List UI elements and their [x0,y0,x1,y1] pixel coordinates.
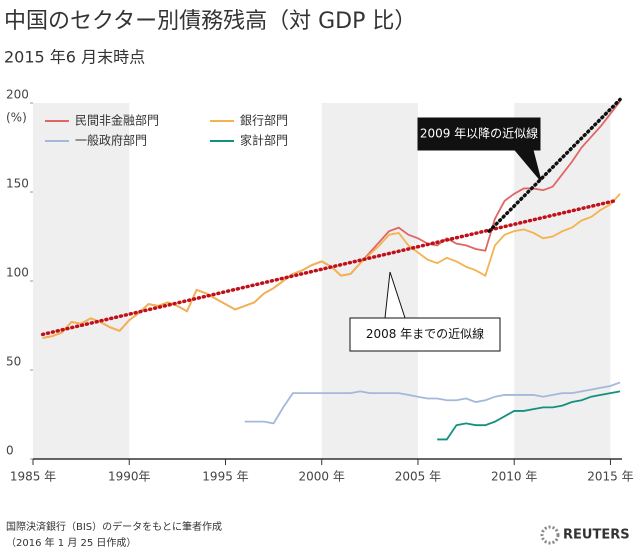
x-tick-label: 1990年 [108,470,151,484]
x-tick-label: 1995 年 [202,470,248,484]
x-tick-label: 2015 年 [587,470,633,484]
annotation-pointer [514,149,542,182]
x-tick-label: 1985 年 [10,470,56,484]
y-axis-label: (%) [6,111,27,125]
y-tick-label: 0 [6,444,14,458]
chart-title: 中国のセクター別債務残高（対 GDP 比） [4,9,416,34]
series-line [437,390,621,441]
legend-label: 一般政府部門 [75,133,147,148]
legend-label: 家計部門 [240,133,288,148]
y-tick-label: 50 [6,355,21,369]
note: （2016 年 1 月 25 日作成） [6,536,136,549]
legend-label: 民間非金融部門 [75,113,159,128]
annotation-text: 2009 年以降の近似線 [420,126,538,141]
legend-label: 銀行部門 [240,113,288,128]
trend-line [40,199,617,337]
annotation-text: 2008 年までの近似線 [366,326,484,341]
trend-line [487,97,622,233]
x-tick-label: 2000 年 [299,470,345,484]
y-tick-label: 200 [6,88,29,102]
x-tick-label: 2010 年 [491,470,537,484]
annotation-box [349,317,501,352]
shaded-band [33,103,130,459]
x-tick-label: 2005 年 [395,470,441,484]
logo: REUTERS [563,528,630,543]
chart-subtitle: 2015 年6 月末時点 [4,48,145,67]
y-tick-label: 150 [6,177,29,191]
shaded-band [321,103,418,459]
source: 国際決済銀行（BIS）のデータをもとに筆者作成 [6,520,222,533]
y-tick-label: 100 [6,266,29,280]
series-line [244,381,621,425]
annotation-box [417,117,541,151]
annotation-pointer [384,271,406,319]
logo-icon [540,525,560,545]
